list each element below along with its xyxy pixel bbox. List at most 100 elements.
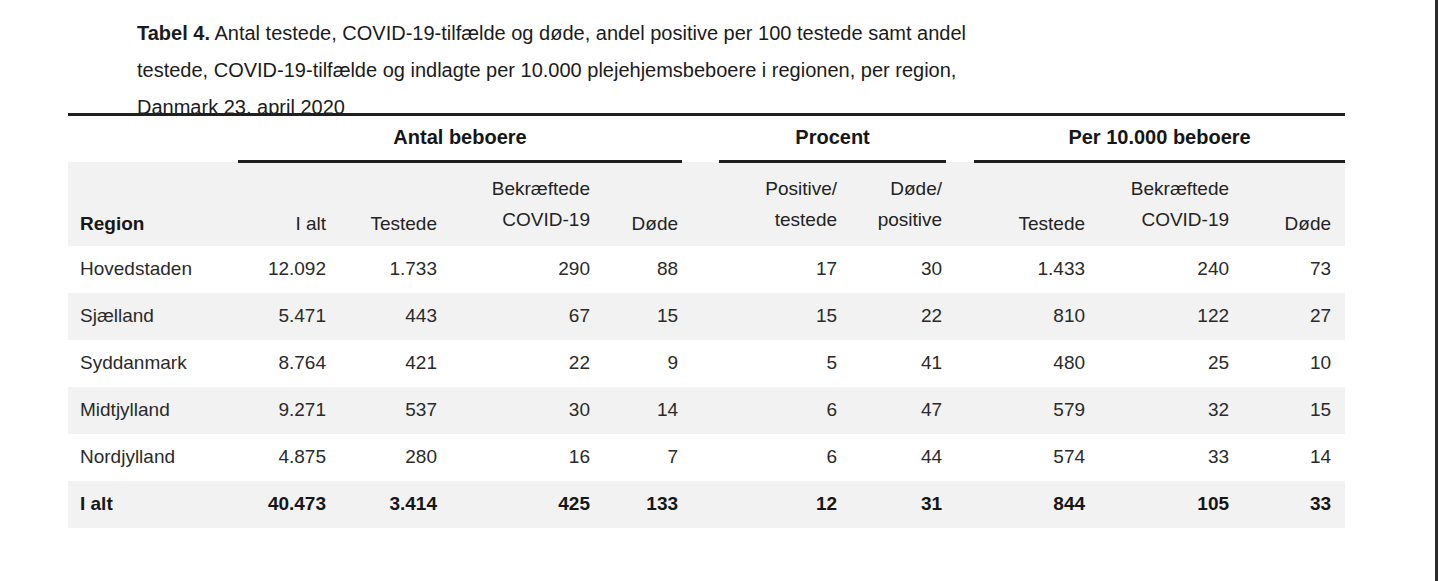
cell-i-alt: 40.473 [238,481,330,528]
table-row-total: I alt 40.473 3.414 425 133 12 31 844 105… [68,481,1345,528]
cell-per10k-testede: 810 [974,293,1089,340]
cell-per10k-bekraeftede: 33 [1089,434,1233,481]
col-header-positive-testede: Positive/testede [719,162,841,246]
cell-region: Syddanmark [68,340,238,387]
cell-i-alt: 5.471 [238,293,330,340]
cell-region: Sjælland [68,293,238,340]
cell-i-alt: 12.092 [238,246,330,293]
col-header-i-alt: I alt [238,162,330,246]
column-gap [682,434,719,481]
cell-positive-testede: 17 [719,246,841,293]
cell-bekraeftede: 425 [441,481,594,528]
cell-per10k-testede: 574 [974,434,1089,481]
column-gap [682,481,719,528]
col-header-line: Bekræftede [441,173,590,204]
column-header-row: Region I alt Testede BekræftedeCOVID-19 … [68,162,1345,246]
cell-per10k-bekraeftede: 25 [1089,340,1233,387]
col-header-line: Positive/ [719,173,837,204]
column-gap [946,293,974,340]
cell-testede: 3.414 [330,481,441,528]
cell-per10k-testede: 1.433 [974,246,1089,293]
cell-per10k-doede: 15 [1233,387,1345,434]
group-header-per-10000-beboere: Per 10.000 beboere [974,115,1345,162]
cell-bekraeftede: 290 [441,246,594,293]
col-header-doede-positive: Døde/positive [841,162,946,246]
column-gap [946,162,974,246]
caption-text-line-2: testede, COVID-19-tilfælde og indlagte p… [137,52,1187,89]
table-row-nordjylland: Nordjylland 4.875 280 16 7 6 44 574 33 1… [68,434,1345,481]
group-header-antal-beboere: Antal beboere [238,115,682,162]
cell-doede-positive: 30 [841,246,946,293]
column-gap [946,434,974,481]
cell-region: Nordjylland [68,434,238,481]
data-table: Antal beboere Procent Per 10.000 beboere… [68,113,1345,528]
cell-i-alt: 9.271 [238,387,330,434]
column-gap [946,340,974,387]
cell-region-total: I alt [68,481,238,528]
group-header-row: Antal beboere Procent Per 10.000 beboere [68,115,1345,162]
cell-per10k-bekraeftede: 122 [1089,293,1233,340]
cell-doede: 133 [594,481,682,528]
cell-doede: 15 [594,293,682,340]
caption-line-1: Tabel 4. Antal testede, COVID-19-tilfæld… [137,15,1187,52]
table-row-hovedstaden: Hovedstaden 12.092 1.733 290 88 17 30 1.… [68,246,1345,293]
table-row-syddanmark: Syddanmark 8.764 421 22 9 5 41 480 25 10 [68,340,1345,387]
col-header-region: Region [68,162,238,246]
cell-doede-positive: 31 [841,481,946,528]
cell-region: Hovedstaden [68,246,238,293]
cell-bekraeftede: 67 [441,293,594,340]
cell-per10k-doede: 10 [1233,340,1345,387]
caption-label: Tabel 4. [137,22,210,44]
cell-positive-testede: 12 [719,481,841,528]
cell-per10k-bekraeftede: 32 [1089,387,1233,434]
cell-doede-positive: 41 [841,340,946,387]
col-header-testede: Testede [330,162,441,246]
cell-bekraeftede: 30 [441,387,594,434]
col-header-line: COVID-19 [441,204,590,235]
col-header-per10k-bekraeftede-covid19: BekræftedeCOVID-19 [1089,162,1233,246]
cell-positive-testede: 6 [719,434,841,481]
group-header-gap [946,115,974,162]
cell-bekraeftede: 16 [441,434,594,481]
cell-i-alt: 4.875 [238,434,330,481]
col-header-doede: Døde [594,162,682,246]
column-gap [946,246,974,293]
group-header-procent: Procent [719,115,946,162]
cell-per10k-doede: 33 [1233,481,1345,528]
col-header-line: testede [719,204,837,235]
table-row-midtjylland: Midtjylland 9.271 537 30 14 6 47 579 32 … [68,387,1345,434]
cell-per10k-doede: 73 [1233,246,1345,293]
cell-doede: 9 [594,340,682,387]
table-row-sjaelland: Sjælland 5.471 443 67 15 15 22 810 122 2… [68,293,1345,340]
page-right-border [1435,0,1438,581]
col-header-line: positive [841,204,942,235]
cell-per10k-doede: 27 [1233,293,1345,340]
cell-testede: 421 [330,340,441,387]
cell-per10k-bekraeftede: 240 [1089,246,1233,293]
col-header-line: COVID-19 [1089,204,1229,235]
cell-testede: 280 [330,434,441,481]
column-gap [682,246,719,293]
cell-doede-positive: 47 [841,387,946,434]
cell-bekraeftede: 22 [441,340,594,387]
cell-per10k-bekraeftede: 105 [1089,481,1233,528]
cell-positive-testede: 6 [719,387,841,434]
col-header-per10k-testede: Testede [974,162,1089,246]
column-gap [946,387,974,434]
cell-doede: 7 [594,434,682,481]
group-header-spacer [68,115,238,162]
table-caption: Tabel 4. Antal testede, COVID-19-tilfæld… [137,15,1187,126]
column-gap [682,387,719,434]
report-page: Tabel 4. Antal testede, COVID-19-tilfæld… [0,0,1440,581]
caption-text-line-1: Antal testede, COVID-19-tilfælde og døde… [214,22,966,44]
cell-i-alt: 8.764 [238,340,330,387]
cell-testede: 1.733 [330,246,441,293]
cell-doede: 88 [594,246,682,293]
cell-per10k-testede: 844 [974,481,1089,528]
cell-per10k-testede: 480 [974,340,1089,387]
cell-positive-testede: 15 [719,293,841,340]
col-header-line: Bekræftede [1089,173,1229,204]
column-gap [946,481,974,528]
col-header-line: Døde/ [841,173,942,204]
col-header-per10k-doede: Døde [1233,162,1345,246]
